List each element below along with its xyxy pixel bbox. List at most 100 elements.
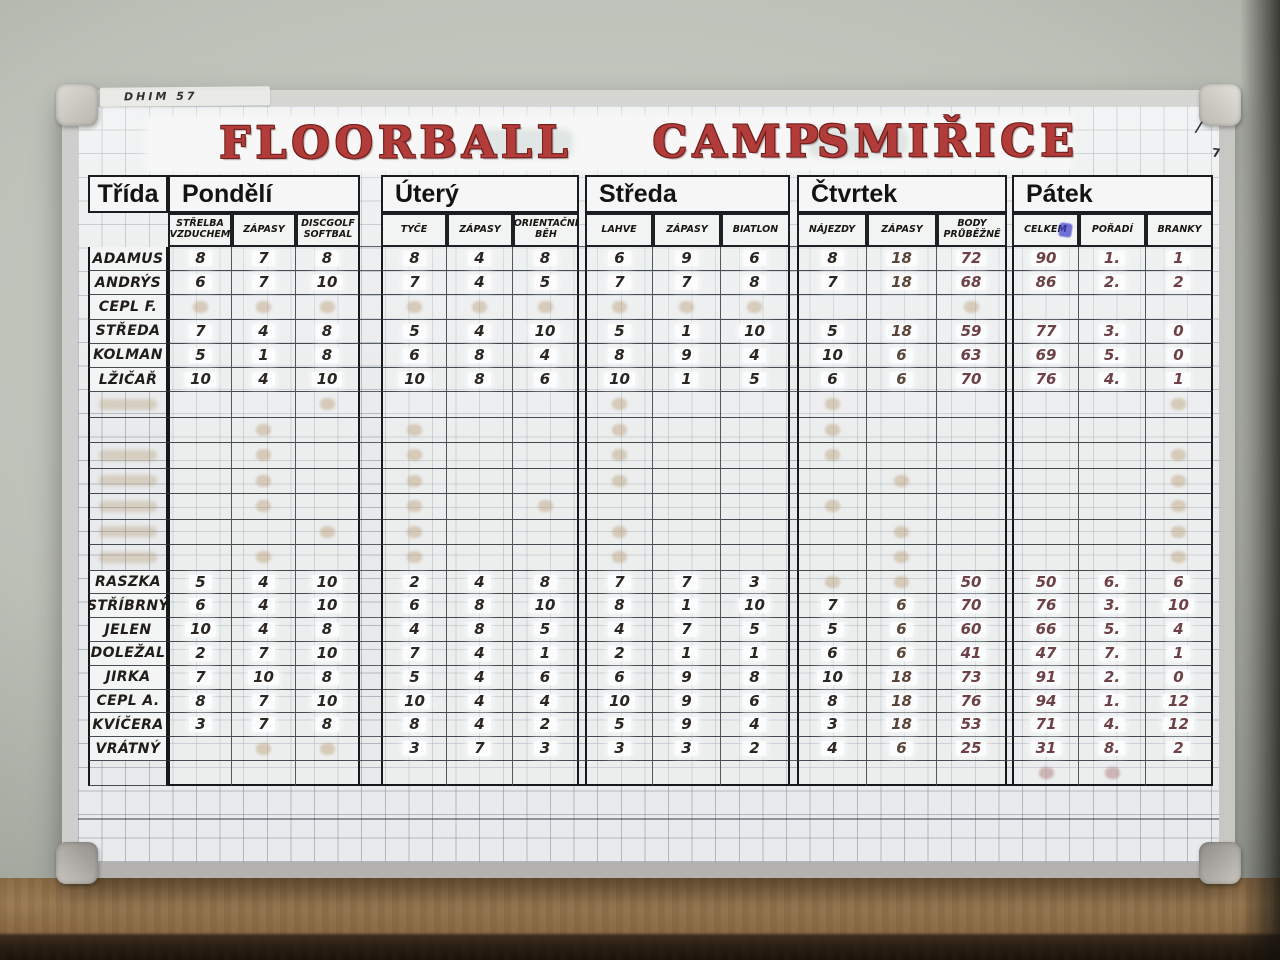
score-cell	[296, 295, 360, 320]
score-cell: 31	[1012, 737, 1079, 761]
score-cell	[232, 737, 296, 761]
frame-corner-cap	[1199, 842, 1241, 884]
score-cell: 4	[447, 319, 513, 344]
score-cell	[867, 443, 937, 469]
score-cell: 10	[513, 319, 579, 344]
grid-gap	[360, 469, 381, 495]
grid-gap	[579, 320, 585, 344]
score-cell: 6	[1146, 570, 1213, 595]
ink-scribble-icon	[1058, 222, 1073, 238]
player-name: ADAMUS	[88, 247, 168, 272]
grid-gap	[790, 392, 797, 418]
score-cell	[797, 570, 867, 595]
wooden-table	[0, 878, 1280, 960]
grid-gap	[579, 443, 585, 469]
score-cell: 59	[937, 319, 1007, 344]
score-cell: 6	[867, 642, 937, 666]
faded-player-name	[88, 761, 168, 786]
grid-gap	[790, 271, 797, 296]
score-cell	[447, 519, 513, 546]
score-cell: 5	[797, 319, 867, 344]
score-cell: 18	[867, 247, 937, 272]
score-cell	[1079, 494, 1146, 520]
col-header: ZÁPASY	[232, 213, 296, 247]
score-cell: 10	[721, 594, 790, 619]
score-cell	[513, 761, 579, 786]
score-cell: 10	[1146, 594, 1213, 619]
grid-gap	[579, 761, 585, 786]
score-cell: 10	[296, 570, 360, 595]
score-cell	[797, 519, 867, 546]
score-cell: 50	[937, 570, 1007, 595]
score-cell: 7	[653, 271, 721, 296]
grid-gap	[1007, 175, 1012, 213]
score-cell: 8	[797, 689, 867, 714]
score-cell: 10	[721, 319, 790, 344]
score-cell	[867, 494, 937, 520]
score-cell	[653, 494, 721, 520]
score-cell	[1146, 295, 1213, 320]
col-header: ORIENTAČNÍ BĚH	[513, 213, 579, 247]
grid-gap	[579, 175, 585, 213]
grid-gap	[360, 344, 381, 368]
score-cell	[296, 761, 360, 786]
score-cell	[797, 545, 867, 571]
score-cell: 5	[168, 570, 232, 595]
score-cell	[1079, 545, 1146, 571]
score-cell: 18	[867, 713, 937, 738]
col-header: LAHVE	[585, 213, 653, 247]
score-cell: 0	[1146, 319, 1213, 344]
score-cell: 1	[653, 594, 721, 619]
score-cell: 3.	[1079, 594, 1146, 619]
score-cell: 10	[381, 689, 447, 714]
score-cell	[721, 761, 790, 786]
score-cell: 10	[296, 689, 360, 714]
score-cell: 8	[585, 343, 653, 368]
grid-gap	[579, 642, 585, 666]
score-cell: 5	[585, 713, 653, 738]
score-cell: 7	[232, 247, 296, 272]
score-cell: 86	[1012, 271, 1079, 296]
score-cell	[447, 443, 513, 469]
player-name: JELEN	[88, 618, 168, 643]
player-name: STŘEDA	[88, 319, 168, 344]
grid-gap	[790, 618, 797, 643]
score-cell	[447, 417, 513, 444]
score-cell	[721, 519, 790, 546]
score-cell	[296, 468, 360, 495]
score-cell: 70	[937, 367, 1007, 393]
grid-gap	[790, 295, 797, 320]
score-cell	[585, 545, 653, 571]
grid-gap	[790, 494, 797, 520]
score-cell	[937, 468, 1007, 495]
score-cell: 8	[447, 618, 513, 643]
score-cell: 9	[653, 247, 721, 272]
col-header: POŘADÍ	[1079, 213, 1146, 247]
score-cell	[1146, 545, 1213, 571]
score-cell	[937, 392, 1007, 418]
grid-gap	[1007, 690, 1012, 714]
grid-gap	[360, 571, 381, 595]
day-header-pondeli: Pondělí	[168, 175, 360, 213]
grid-gap	[579, 666, 585, 690]
score-cell: 6	[867, 343, 937, 368]
player-name: DOLEŽAL	[88, 642, 168, 666]
faded-player-name	[88, 468, 168, 495]
grid-gap	[360, 713, 381, 738]
score-cell: 68	[937, 271, 1007, 296]
score-cell: 0	[1146, 665, 1213, 690]
score-cell	[1146, 519, 1213, 546]
score-cell	[867, 545, 937, 571]
grid-gap	[579, 520, 585, 546]
score-cell	[447, 468, 513, 495]
grid-gap	[790, 320, 797, 344]
grid-gap	[579, 271, 585, 296]
grid-gap	[360, 392, 381, 418]
score-cell	[1012, 295, 1079, 320]
grid-gap	[790, 469, 797, 495]
score-cell: 3.	[1079, 319, 1146, 344]
score-cell: 7	[381, 271, 447, 296]
score-cell: 8	[513, 570, 579, 595]
grid-gap	[1007, 642, 1012, 666]
